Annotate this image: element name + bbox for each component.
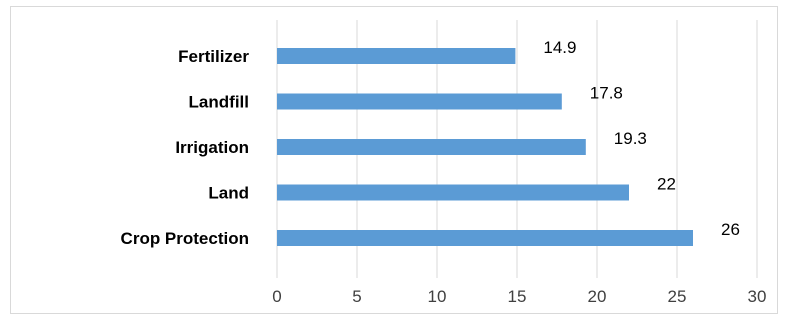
category-label: Crop Protection xyxy=(121,229,249,248)
bar xyxy=(277,139,586,155)
data-label: 14.9 xyxy=(543,38,576,57)
x-tick-label: 30 xyxy=(748,287,767,306)
data-label: 17.8 xyxy=(590,84,623,103)
category-label: Land xyxy=(208,184,249,203)
data-label: 19.3 xyxy=(614,129,647,148)
category-label: Irrigation xyxy=(175,138,249,157)
x-tick-label: 10 xyxy=(428,287,447,306)
x-tick-label: 20 xyxy=(588,287,607,306)
data-label: 26 xyxy=(721,220,740,239)
x-tick-label: 25 xyxy=(668,287,687,306)
bar xyxy=(277,93,562,110)
x-tick-label: 5 xyxy=(352,287,361,306)
category-label: Fertilizer xyxy=(178,47,249,66)
bar xyxy=(277,184,629,201)
x-tick-label: 15 xyxy=(508,287,527,306)
labels: 0 5 10 15 20 25 30 Fertilizer 14.9 Landfill 17.8 Ir… xyxy=(121,38,767,306)
data-label: 22 xyxy=(657,175,676,194)
bar xyxy=(277,230,693,246)
bar xyxy=(277,48,516,64)
x-tick-label: 0 xyxy=(272,287,281,306)
bars xyxy=(277,48,693,246)
category-label: Landfill xyxy=(189,93,249,112)
